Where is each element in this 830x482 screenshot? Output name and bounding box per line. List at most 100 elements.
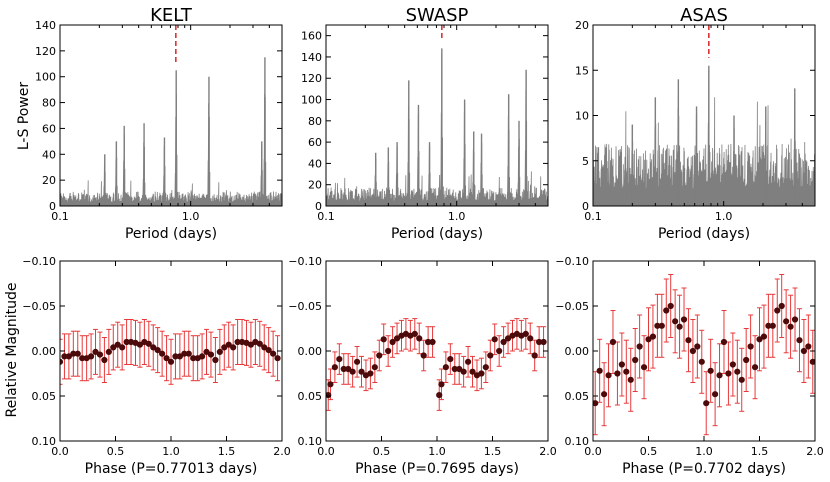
asas-phase-point [774,307,781,314]
asas-phase-point [672,318,679,325]
asas-phase-point [685,337,692,344]
swasp-phase-point [389,338,396,346]
asas-phase-point [720,338,728,346]
swasp-phase-point [367,370,374,377]
asas-periodogram-power-trace [593,70,815,206]
kelt-periodogram-ytick-label: 100 [35,71,56,84]
kelt-phase-xtick-label: 1.5 [218,445,236,458]
asas-phase-point [783,318,790,325]
swasp-periodogram-ytick-label: 60 [308,136,322,149]
swasp-phase-point [353,358,361,365]
asas-phase-point [593,400,599,407]
asas-periodogram-ytick-label: 5 [582,155,589,168]
swasp-phase-point [380,336,387,343]
swasp-periodogram-ytick-label: 20 [308,179,322,192]
swasp-phase-point [371,364,378,371]
kelt-phase-point [110,344,117,351]
swasp-phase-point [336,356,343,363]
kelt-phase-point [247,341,255,348]
swasp-phase-point [496,347,503,355]
kelt-phase-point [212,356,219,364]
asas-phase-xtick-label: 1.5 [751,445,769,458]
swasp-periodogram-ytick-label: 140 [301,51,322,64]
kelt-phase-point [163,355,170,362]
swasp-phase-point [540,338,547,346]
swasp-phase-ytick-label: 0.10 [298,435,323,448]
swasp-phase-point [358,368,365,375]
asas-periodogram-ytick-label: 0 [582,200,589,213]
asas-periodogram-ytick-label: 15 [575,64,589,77]
swasp-phase-point [436,392,443,399]
asas-periodogram-xtick-label: 1.0 [715,210,733,223]
asas-phase-panel: 0.0 0.5 1.0 1.5 2.0 −0.10 −0.05 0.00 0.05 0.10 Pha… [555,255,823,477]
asas-phase-point [787,323,794,330]
swasp-phase-point [349,368,356,375]
asas-phase-point [698,358,705,365]
kelt-phase-point [74,350,81,357]
kelt-phase-point [159,350,166,357]
kelt-phase-ytick-label: 0.05 [32,390,57,403]
asas-phase-point [712,391,719,398]
kelt-phase-point [274,355,281,362]
swasp-phase-panel: 0.0 0.5 1.0 1.5 2.0 −0.10 −0.05 0.00 0.05 0.10 Pha… [288,255,556,477]
swasp-periodogram-xtick-label: 1.0 [448,210,466,223]
asas-phase-point [680,316,688,323]
asas-phase-point [751,364,759,371]
swasp-phase-point [416,335,423,342]
swasp-phase-ytick-label: −0.05 [288,300,322,313]
swasp-phase-point [491,336,498,343]
swasp-periodogram-ytick-label: 0 [315,200,322,213]
swasp-phase-ytick-label: 0.00 [298,345,323,358]
asas-phase-point [747,343,754,350]
kelt-periodogram-frame [59,24,283,207]
asas-periodogram-data [593,65,815,206]
kelt-phase-point [270,350,277,357]
kelt-phase-point [261,344,268,351]
asas-phase-point [756,336,763,343]
asas-phase-point [707,367,714,374]
swasp-phase-point [487,352,494,359]
asas-phase-point [676,323,683,330]
asas-phase-xtick-label: 0.0 [584,445,602,458]
kelt-phase-point [225,341,232,348]
asas-periodogram-ytick-label: 10 [575,110,589,123]
asas-phase-xtick-label: 0.5 [640,445,658,458]
asas-phase-point [805,343,812,350]
kelt-phase-point [101,356,108,364]
kelt-phase-point [230,344,237,351]
asas-phase-point [658,322,665,329]
asas-phase-point [809,358,815,365]
asas-periodogram-xtick-label: 0.1 [584,210,602,223]
asas-phase-point [800,347,808,355]
swasp-periodogram-panel: 0.1 1.0 0 20 40 60 80 100 120 140 160 SWASP Period (… [301,5,549,242]
swasp-phase-point [385,347,392,355]
asas-phase-point [743,356,750,364]
kelt-phase-point [136,341,144,348]
swasp-phase-point [420,352,427,359]
swasp-phase-point [376,352,383,359]
asas-phase-ytick-label: −0.05 [555,300,589,313]
swasp-periodogram-xtick-label: 0.1 [317,210,335,223]
kelt-phase-point [65,353,72,360]
asas-phase-point [738,376,745,383]
swasp-phase-point [482,364,489,371]
asas-phase-point [636,343,643,350]
swasp-phase-xtick-label: 2.0 [539,445,557,458]
swasp-phase-point [442,364,449,371]
swasp-periodogram-ytick-label: 80 [308,115,322,128]
asas-phase-point [791,316,799,323]
swasp-phase-point [504,335,512,342]
swasp-phase-point [464,358,472,365]
kelt-phase-point [176,353,183,360]
kelt-periodogram-title: KELT [150,5,193,26]
kelt-periodogram-data [60,57,282,206]
asas-phase-data [593,274,815,436]
swasp-phase-point [429,338,436,346]
kelt-phase-point [114,341,121,348]
kelt-periodogram-xtick-label: 1.0 [182,210,200,223]
kelt-phase-ytick-label: 0.10 [32,435,57,448]
asas-periodogram-xlabel: Period (days) [658,226,750,242]
shared-ylabel-top: L-S Power [16,82,32,151]
